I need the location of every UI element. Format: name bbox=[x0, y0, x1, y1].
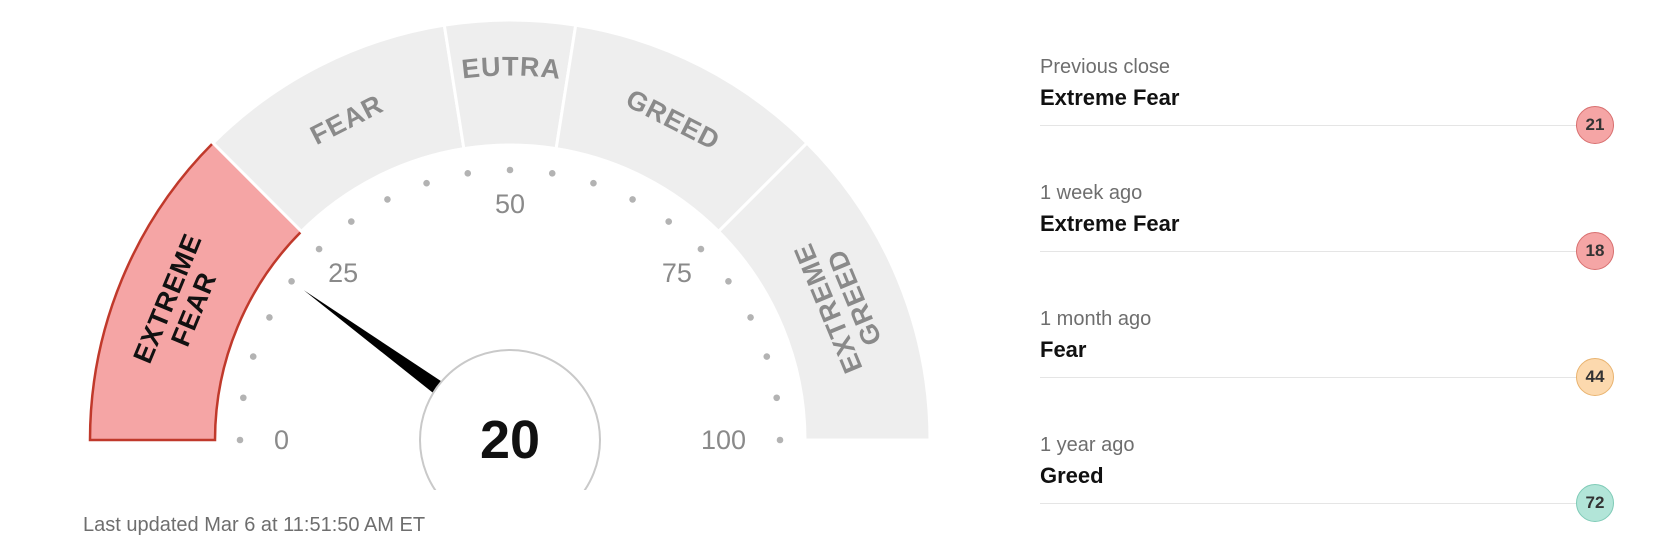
gauge-tick-dot bbox=[763, 353, 770, 360]
gauge-tick-label-0: 0 bbox=[274, 425, 289, 455]
fear-greed-gauge: EXTREMEFEARFEARNEUTRALGREEDEXTREMEGREED0… bbox=[40, 20, 1000, 490]
gauge-tick-dot bbox=[250, 353, 257, 360]
gauge-tick-dot bbox=[316, 246, 323, 253]
gauge-tick-dot bbox=[507, 167, 514, 174]
gauge-value: 20 bbox=[480, 410, 540, 470]
history-label: Extreme Fear bbox=[1040, 211, 1614, 237]
history-label: Fear bbox=[1040, 337, 1614, 363]
history-value-badge: 21 bbox=[1576, 106, 1614, 144]
history-value-badge: 72 bbox=[1576, 484, 1614, 522]
gauge-tick-dot bbox=[464, 170, 471, 177]
gauge-tick-label-25: 25 bbox=[328, 258, 358, 288]
gauge-tick-dot bbox=[777, 437, 784, 444]
gauge-tick-label-100: 100 bbox=[701, 425, 746, 455]
gauge-tick-label-50: 50 bbox=[495, 189, 525, 219]
history-value-badge: 44 bbox=[1576, 358, 1614, 396]
history-period: 1 year ago bbox=[1040, 434, 1614, 457]
history-label: Extreme Fear bbox=[1040, 85, 1614, 111]
gauge-tick-dot bbox=[725, 278, 732, 285]
gauge-tick-dot bbox=[237, 437, 244, 444]
history-period: 1 month ago bbox=[1040, 308, 1614, 331]
history-row-3: 1 year agoGreed72 bbox=[1040, 434, 1614, 504]
gauge-tick-label-75: 75 bbox=[662, 258, 692, 288]
gauge-tick-dot bbox=[288, 278, 295, 285]
history-row-2: 1 month agoFear44 bbox=[1040, 308, 1614, 378]
gauge-tick-dot bbox=[590, 180, 597, 187]
gauge-tick-dot bbox=[665, 218, 672, 225]
gauge-tick-dot bbox=[698, 246, 705, 253]
gauge-tick-dot bbox=[747, 314, 754, 321]
gauge-tick-dot bbox=[266, 314, 273, 321]
gauge-tick-dot bbox=[348, 218, 355, 225]
gauge-tick-dot bbox=[384, 196, 391, 203]
last-updated-text: Last updated Mar 6 at 11:51:50 AM ET bbox=[83, 514, 425, 537]
fear-greed-widget: EXTREMEFEARFEARNEUTRALGREEDEXTREMEGREED0… bbox=[0, 0, 1654, 556]
history-label: Greed bbox=[1040, 463, 1614, 489]
history-column: Previous closeExtreme Fear211 week agoEx… bbox=[1000, 20, 1614, 504]
history-row-0: Previous closeExtreme Fear21 bbox=[1040, 56, 1614, 126]
history-period: Previous close bbox=[1040, 56, 1614, 79]
gauge-tick-dot bbox=[423, 180, 430, 187]
history-period: 1 week ago bbox=[1040, 182, 1614, 205]
gauge-tick-dot bbox=[629, 196, 636, 203]
gauge-tick-dot bbox=[240, 394, 247, 401]
gauge-column: EXTREMEFEARFEARNEUTRALGREEDEXTREMEGREED0… bbox=[40, 20, 1000, 490]
history-row-1: 1 week agoExtreme Fear18 bbox=[1040, 182, 1614, 252]
history-value-badge: 18 bbox=[1576, 232, 1614, 270]
gauge-tick-dot bbox=[549, 170, 556, 177]
gauge-tick-dot bbox=[773, 394, 780, 401]
